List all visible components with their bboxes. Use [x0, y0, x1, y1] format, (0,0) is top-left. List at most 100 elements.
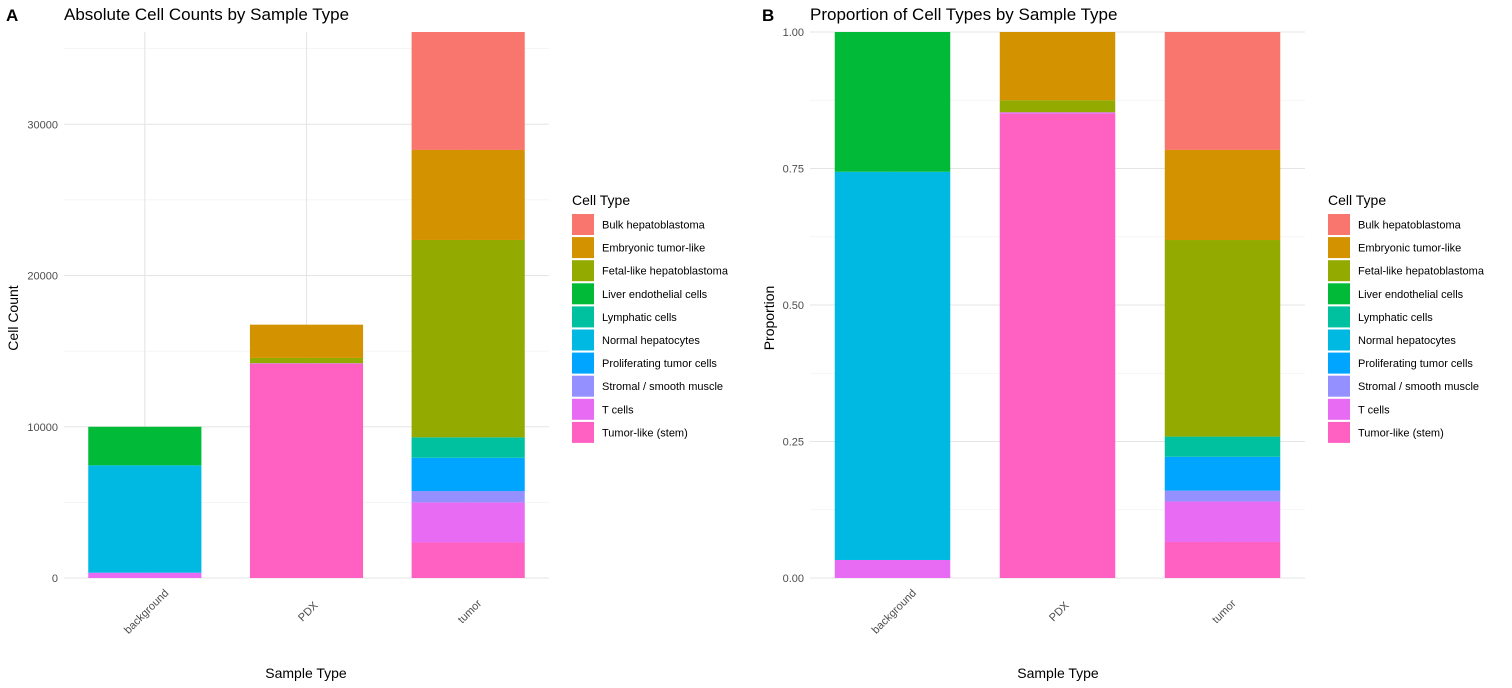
x-tick-label: PDX: [296, 599, 321, 624]
bar-segment-pdx-tumor-like-stem: [999, 113, 1116, 579]
legend-label-embryonic-tumor-like: Embryonic tumor-like: [602, 243, 705, 255]
legend-key-bulk-hepatoblastoma: [572, 214, 594, 235]
y-tick-label: 0.75: [783, 164, 804, 176]
panel-b-y-axis-title: Proportion: [761, 286, 777, 351]
legend-label-normal-hepatocytes: Normal hepatocytes: [1358, 335, 1456, 347]
panel-a-y-ticks: 0 10000 20000 30000: [27, 119, 58, 585]
legend-label-embryonic-tumor-like: Embryonic tumor-like: [1358, 243, 1461, 255]
x-tick-label: PDX: [1047, 599, 1072, 624]
legend-key-embryonic-tumor-like: [572, 237, 594, 259]
legend-label-lymphatic-cells: Lymphatic cells: [1358, 312, 1433, 324]
bar-segment-pdx-embryonic-tumor-like: [999, 32, 1116, 101]
legend-label-proliferating-tumor-cells: Proliferating tumor cells: [602, 358, 717, 370]
legend-label-fetal-like-hepatoblastoma: Fetal-like hepatoblastoma: [602, 266, 729, 278]
legend-label-normal-hepatocytes: Normal hepatocytes: [602, 335, 700, 347]
legend-key-liver-endothelial-cells: [1328, 283, 1350, 305]
legend-key-normal-hepatocytes: [1328, 329, 1350, 351]
bar-segment-pdx-t-cells: [999, 112, 1116, 114]
y-tick-label: 30000: [27, 119, 58, 131]
bar-segment-tumor-bulk-hepatoblastoma: [411, 32, 525, 150]
bar-segment-background-liver-endothelial-cells: [834, 32, 951, 172]
x-tick-label: tumor: [1210, 597, 1239, 626]
bar-segment-tumor-embryonic-tumor-like: [1164, 149, 1281, 241]
y-tick-label: 0: [52, 573, 58, 585]
bar-segment-tumor-lymphatic-cells: [411, 437, 525, 458]
panel-b-legend: Cell Type Bulk hepatoblastoma Embryonic t…: [1328, 192, 1485, 443]
legend-key-normal-hepatocytes: [572, 329, 594, 351]
bar-segment-tumor-t-cells: [1164, 501, 1281, 542]
bar-segment-tumor-t-cells: [411, 502, 525, 543]
bar-segment-pdx-tumor-like-stem: [249, 363, 364, 578]
panel-a-x-ticks: background PDX tumor: [122, 587, 484, 636]
panel-b: B Proportion of Cell Types by Sample Typ…: [761, 5, 1485, 681]
y-tick-label: 1.00: [783, 27, 804, 39]
legend-key-liver-endothelial-cells: [572, 283, 594, 305]
bar-segment-tumor-tumor-like-stem: [411, 542, 525, 578]
panel-b-tag: B: [762, 6, 774, 25]
legend-label-liver-endothelial-cells: Liver endothelial cells: [1358, 289, 1464, 301]
legend-key-stromal-smooth-muscle: [1328, 375, 1350, 397]
legend-key-lymphatic-cells: [1328, 306, 1350, 328]
panel-b-y-ticks: 0.00 0.25 0.50 0.75 1.00: [783, 27, 804, 585]
legend-label-stromal-smooth-muscle: Stromal / smooth muscle: [602, 381, 723, 393]
panel-a: A Absolute Cell Counts by Sample Type 0 1…: [5, 5, 729, 681]
bar-segment-tumor-lymphatic-cells: [1164, 436, 1281, 457]
legend-label-t-cells: T cells: [602, 404, 634, 416]
panel-a-bars: [88, 32, 525, 578]
panel-a-x-axis-title: Sample Type: [265, 665, 347, 681]
panel-b-title: Proportion of Cell Types by Sample Type: [810, 5, 1117, 24]
y-tick-label: 0.50: [783, 300, 804, 312]
y-tick-label: 20000: [27, 271, 58, 283]
legend-key-stromal-smooth-muscle: [572, 375, 594, 397]
y-tick-label: 0.00: [783, 573, 804, 585]
bar-segment-tumor-bulk-hepatoblastoma: [1164, 32, 1281, 150]
panel-a-legend: Cell Type Bulk hepatoblastoma Embryonic t…: [572, 192, 729, 443]
panel-b-x-ticks: background PDX tumor: [870, 587, 1239, 636]
legend-key-bulk-hepatoblastoma: [1328, 214, 1350, 235]
panel-a-legend-title: Cell Type: [572, 192, 630, 208]
legend-label-tumor-like-stem: Tumor-like (stem): [602, 427, 688, 439]
legend-label-bulk-hepatoblastoma: Bulk hepatoblastoma: [602, 220, 706, 232]
bar-segment-pdx-fetal-like-hepatoblastoma: [999, 100, 1116, 113]
bar-segment-tumor-fetal-like-hepatoblastoma: [411, 239, 525, 438]
panel-a-y-axis-title: Cell Count: [5, 285, 21, 350]
legend-key-embryonic-tumor-like: [1328, 237, 1350, 259]
legend-label-tumor-like-stem: Tumor-like (stem): [1358, 427, 1444, 439]
panel-b-x-axis-title: Sample Type: [1017, 665, 1099, 681]
legend-key-t-cells: [572, 398, 594, 420]
bar-segment-background-liver-endothelial-cells: [88, 426, 202, 466]
bar-segment-background-normal-hepatocytes: [88, 465, 202, 573]
bar-segment-background-normal-hepatocytes: [834, 171, 951, 560]
bar-segment-pdx-fetal-like-hepatoblastoma: [249, 357, 364, 364]
bar-segment-tumor-embryonic-tumor-like: [411, 149, 525, 240]
legend-label-proliferating-tumor-cells: Proliferating tumor cells: [1358, 358, 1473, 370]
bar-segment-pdx-t-cells: [249, 363, 364, 364]
legend-key-tumor-like-stem: [1328, 421, 1350, 443]
legend-label-fetal-like-hepatoblastoma: Fetal-like hepatoblastoma: [1358, 266, 1485, 278]
panel-b-bars: [834, 32, 1281, 579]
bar-segment-tumor-tumor-like-stem: [1164, 541, 1281, 578]
y-tick-label: 10000: [27, 422, 58, 434]
legend-key-proliferating-tumor-cells: [1328, 352, 1350, 374]
legend-label-stromal-smooth-muscle: Stromal / smooth muscle: [1358, 381, 1479, 393]
legend-label-t-cells: T cells: [1358, 404, 1390, 416]
panel-a-title: Absolute Cell Counts by Sample Type: [64, 5, 349, 24]
panel-b-legend-title: Cell Type: [1328, 192, 1386, 208]
bar-segment-tumor-proliferating-tumor-cells: [1164, 456, 1281, 491]
legend-key-t-cells: [1328, 398, 1350, 420]
bar-segment-background-t-cells: [834, 559, 951, 578]
panel-a-tag: A: [6, 6, 18, 25]
legend-key-tumor-like-stem: [572, 421, 594, 443]
bar-segment-tumor-stromal-smooth-muscle: [1164, 490, 1281, 502]
x-tick-label: background: [122, 587, 171, 636]
bar-segment-background-t-cells: [88, 572, 202, 578]
legend-key-fetal-like-hepatoblastoma: [1328, 260, 1350, 282]
bar-segment-tumor-proliferating-tumor-cells: [411, 457, 525, 492]
y-tick-label: 0.25: [783, 437, 804, 449]
x-tick-label: background: [870, 587, 919, 636]
bar-segment-tumor-fetal-like-hepatoblastoma: [1164, 240, 1281, 437]
legend-key-fetal-like-hepatoblastoma: [572, 260, 594, 282]
legend-key-proliferating-tumor-cells: [572, 352, 594, 374]
legend-label-liver-endothelial-cells: Liver endothelial cells: [602, 289, 708, 301]
